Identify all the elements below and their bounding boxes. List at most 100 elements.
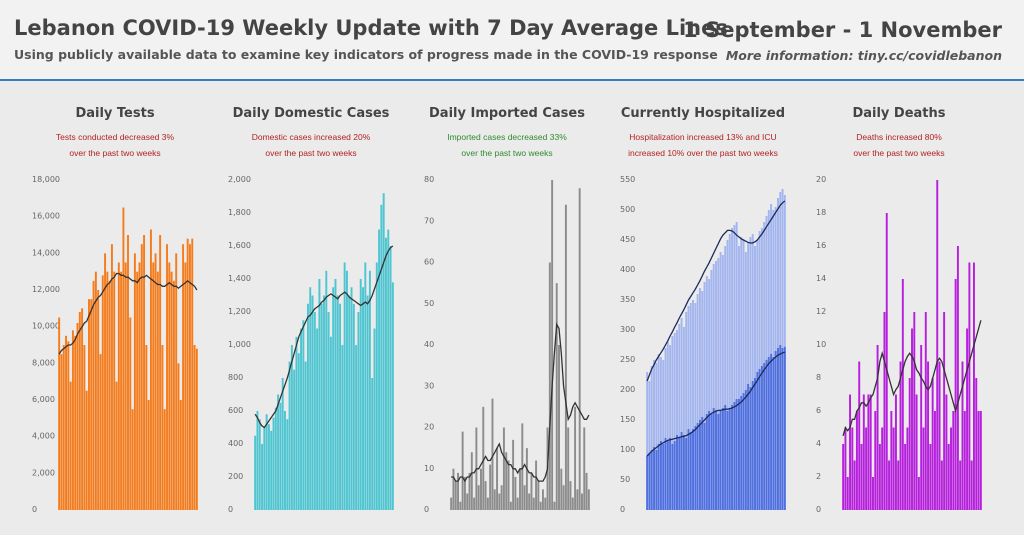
bar (78, 312, 81, 510)
bar (708, 411, 711, 510)
bar (747, 243, 750, 510)
bar (715, 411, 717, 510)
bar (747, 384, 750, 510)
bar (124, 262, 127, 510)
bar (154, 253, 157, 511)
bar (849, 394, 851, 510)
average-line (646, 200, 786, 382)
bar (359, 279, 362, 510)
bar (498, 493, 501, 510)
y-tick-label: 14,000 (32, 248, 60, 257)
bar (357, 312, 360, 510)
y-tick-label: 14 (816, 274, 826, 283)
bar (574, 406, 577, 510)
bar (145, 345, 148, 510)
bar (106, 271, 109, 510)
y-tick-label: 0 (620, 505, 625, 514)
y-tick-label: 80 (424, 175, 434, 184)
bar (947, 444, 950, 510)
bar (915, 394, 918, 510)
chart-title: Currently Hospitalized (621, 106, 785, 121)
average-line (646, 351, 786, 457)
bar (391, 282, 394, 510)
y-tick-label: 4 (816, 439, 821, 448)
bar (316, 328, 319, 510)
bar (179, 400, 182, 510)
y-tick-label: 800 (228, 373, 243, 382)
bar (254, 435, 257, 510)
bar (306, 303, 309, 510)
bar (701, 291, 704, 510)
bar (120, 271, 123, 510)
y-tick-label: 600 (228, 406, 243, 415)
bar (560, 468, 563, 510)
bar (380, 204, 383, 510)
bar (352, 303, 355, 510)
y-tick-label: 150 (620, 415, 635, 424)
bar (687, 429, 690, 510)
bar (929, 444, 932, 510)
bar (712, 408, 715, 510)
bar (648, 453, 651, 510)
bar (945, 394, 948, 510)
bar (459, 501, 462, 510)
bar (975, 378, 978, 510)
bar (537, 481, 540, 510)
bar (689, 432, 692, 510)
bar (304, 361, 307, 510)
annotation: over the past two weeks (461, 148, 552, 158)
bar (698, 420, 701, 510)
y-tick-label: 0 (424, 505, 429, 514)
chart-title: Daily Deaths (852, 106, 945, 121)
bar (694, 303, 697, 510)
bar (867, 394, 870, 510)
bar (696, 423, 699, 510)
bar (505, 452, 508, 510)
bar (58, 317, 61, 510)
bar (473, 497, 476, 510)
bar (293, 369, 296, 510)
bar (562, 485, 565, 510)
bar (186, 238, 189, 510)
bar (514, 477, 517, 510)
y-tick-label: 250 (620, 355, 635, 364)
bar (678, 438, 681, 510)
annotation: over the past two weeks (853, 148, 944, 158)
y-tick-label: 500 (620, 205, 635, 214)
bar (272, 417, 275, 510)
bar (270, 430, 273, 510)
bar (382, 193, 385, 510)
annotation: Deaths increased 80% (856, 132, 942, 142)
bar (922, 427, 925, 510)
bar (516, 497, 519, 510)
bar (936, 180, 939, 510)
y-tick-label: 1,400 (228, 274, 251, 283)
bar (99, 354, 102, 510)
bar (491, 398, 494, 510)
bar (728, 408, 731, 510)
y-tick-label: 40 (424, 340, 434, 349)
bar (851, 427, 854, 510)
bar (779, 345, 782, 510)
bar (710, 414, 713, 510)
bar (170, 271, 173, 510)
y-tick-label: 0 (228, 505, 233, 514)
bar (920, 345, 923, 510)
bar (136, 271, 139, 510)
bar (657, 444, 660, 510)
bar (777, 348, 779, 510)
bar (698, 288, 701, 510)
bar (694, 426, 697, 510)
bar (906, 427, 909, 510)
bar (555, 283, 558, 510)
bar (717, 258, 720, 510)
bar (371, 378, 374, 510)
bar (705, 414, 708, 510)
bar (876, 345, 879, 510)
bar (954, 279, 957, 510)
bar (858, 361, 861, 510)
bar (571, 497, 574, 510)
bar (113, 271, 116, 510)
bar (892, 427, 895, 510)
bar (662, 360, 665, 510)
